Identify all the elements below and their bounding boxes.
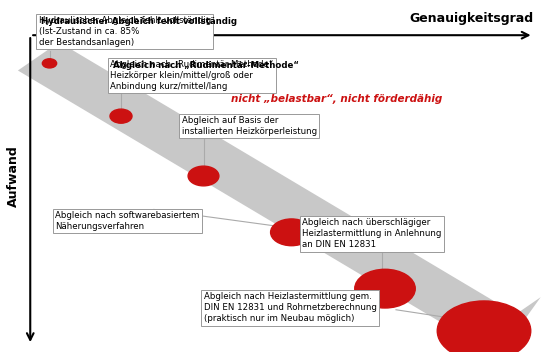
Text: Genauigkeitsgrad: Genauigkeitsgrad — [409, 12, 534, 25]
Text: nicht „belastbar“, nicht förderdähig: nicht „belastbar“, nicht förderdähig — [231, 94, 442, 103]
Circle shape — [188, 166, 219, 186]
Polygon shape — [18, 42, 541, 352]
Circle shape — [42, 59, 57, 68]
Text: Abgleich nach überschlägiger
Heizlastermittlung in Anlehnung
an DIN EN 12831: Abgleich nach überschlägiger Heizlasterm… — [302, 218, 442, 250]
Text: Hydraulischer Abgleich fehlt vollständig: Hydraulischer Abgleich fehlt vollständig — [41, 17, 237, 26]
Text: Abgleich nach Heizlastermittlung gem.
DIN EN 12831 und Rohrnetzberechnung
(prakt: Abgleich nach Heizlastermittlung gem. DI… — [204, 292, 376, 323]
Circle shape — [355, 269, 415, 308]
Text: Abgleich nach „Rudimentär-Methode“
Heizkörper klein/mittel/groß oder
Anbindung k: Abgleich nach „Rudimentär-Methode“ Heizk… — [110, 60, 273, 91]
Text: Aufwand: Aufwand — [7, 145, 20, 207]
Text: Hydraulischer Abgleich fehlt vollständig
(Ist-Zustand in ca. 85%
der Bestandsanl: Hydraulischer Abgleich fehlt vollständig… — [39, 16, 211, 47]
Text: Abgleich nach „Rudimentär-Methode“: Abgleich nach „Rudimentär-Methode“ — [113, 61, 299, 70]
Text: Abgleich nach softwarebasiertem
Näherungsverfahren: Abgleich nach softwarebasiertem Näherung… — [55, 211, 199, 231]
Text: Abgleich auf Basis der
installierten Heizkörperleistung: Abgleich auf Basis der installierten Hei… — [182, 116, 317, 136]
Circle shape — [437, 301, 531, 352]
Circle shape — [271, 219, 312, 246]
Circle shape — [110, 109, 132, 123]
